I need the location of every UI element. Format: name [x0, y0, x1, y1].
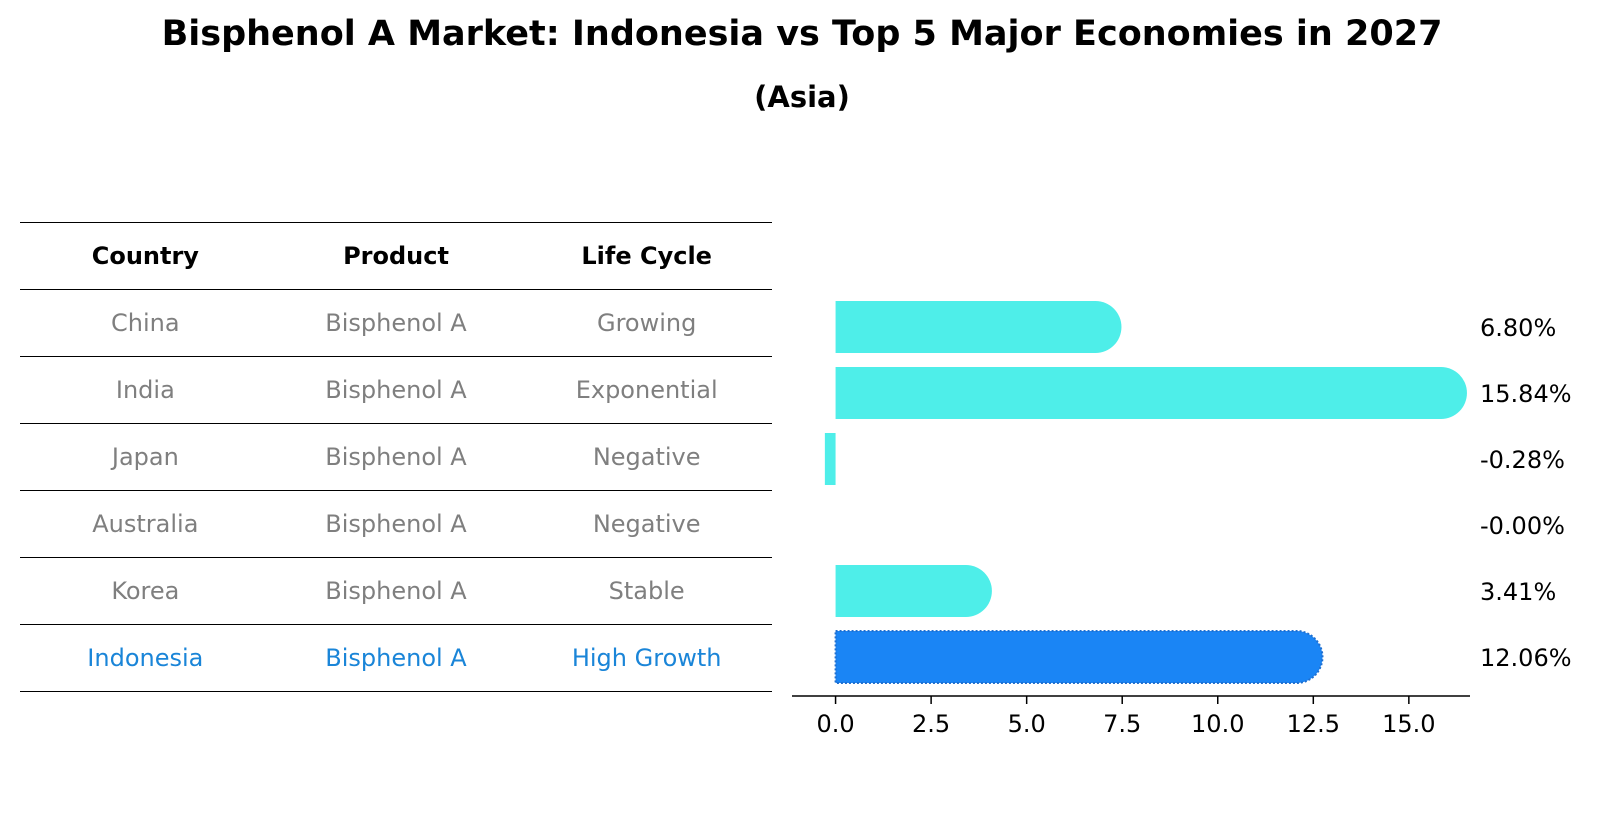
x-tick-label: 7.5 — [1103, 710, 1141, 738]
x-tick-label: 15.0 — [1382, 710, 1435, 738]
header-product: Product — [343, 242, 449, 270]
cell-product: Bisphenol A — [325, 443, 467, 471]
data-table: Country Product Life Cycle China Bisphen… — [20, 222, 772, 692]
cell-country: China — [111, 309, 180, 337]
cell-product: Bisphenol A — [325, 376, 467, 404]
x-tick-label: 2.5 — [912, 710, 950, 738]
cell-life-cycle: Negative — [592, 443, 701, 471]
bar-indonesia — [834, 630, 1324, 684]
bar-korea — [835, 565, 992, 617]
value-label-japan: -0.28% — [1480, 446, 1565, 474]
cell-country: Indonesia — [87, 644, 204, 672]
table-row: India Bisphenol A Exponential — [20, 357, 772, 424]
x-tick-label: 12.5 — [1287, 710, 1340, 738]
value-label-indonesia: 12.06% — [1480, 644, 1572, 672]
cell-life-cycle: Negative — [592, 510, 701, 538]
cell-country: Japan — [111, 443, 179, 471]
cell-product: Bisphenol A — [325, 644, 467, 672]
table-row: Korea Bisphenol A Stable — [20, 558, 772, 625]
cell-country: Australia — [92, 510, 199, 538]
value-label-china: 6.80% — [1480, 314, 1556, 342]
value-label-australia: -0.00% — [1480, 512, 1565, 540]
x-tick-label: 5.0 — [1008, 710, 1046, 738]
table-header-row: Country Product Life Cycle — [20, 222, 772, 290]
x-tick-label: 10.0 — [1191, 710, 1244, 738]
cell-life-cycle: High Growth — [571, 644, 722, 672]
cell-life-cycle: Exponential — [575, 376, 718, 404]
value-label-korea: 3.41% — [1480, 578, 1556, 606]
bar-japan — [824, 433, 836, 485]
header-country: Country — [91, 242, 199, 270]
table-row: China Bisphenol A Growing — [20, 290, 772, 357]
table-row-highlighted: Indonesia Bisphenol A High Growth — [20, 625, 772, 692]
cell-country: Korea — [111, 577, 180, 605]
x-tick-label: 0.0 — [816, 710, 854, 738]
value-label-india: 15.84% — [1480, 380, 1572, 408]
cell-country: India — [115, 376, 175, 404]
cell-life-cycle: Stable — [608, 577, 685, 605]
header-life-cycle: Life Cycle — [581, 242, 712, 270]
cell-life-cycle: Growing — [596, 309, 697, 337]
cell-product: Bisphenol A — [325, 510, 467, 538]
cell-product: Bisphenol A — [325, 577, 467, 605]
table-row: Japan Bisphenol A Negative — [20, 424, 772, 491]
chart-subtitle: (Asia) — [754, 80, 850, 114]
bar-china — [835, 301, 1122, 353]
chart-title: Bisphenol A Market: Indonesia vs Top 5 M… — [161, 14, 1443, 54]
table-row: Australia Bisphenol A Negative — [20, 491, 772, 558]
cell-product: Bisphenol A — [325, 309, 467, 337]
bar-india — [835, 367, 1467, 419]
